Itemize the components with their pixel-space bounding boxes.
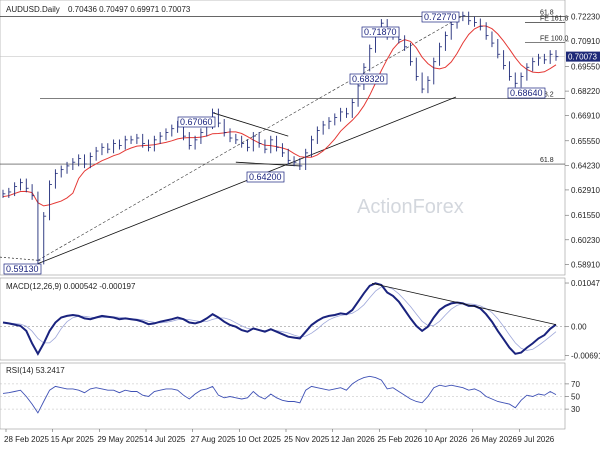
macd-panel-frame	[0, 277, 566, 361]
x-tick-label: 15 Apr 2025	[51, 435, 95, 444]
fib-level-label: FE 161.8	[540, 16, 569, 23]
fib-level-label: FE 100.0	[540, 36, 569, 43]
price-annotation-label: 0.64200	[249, 172, 282, 182]
price-tick-label: 0.68220	[571, 87, 600, 96]
macd-tick-label: 0.00	[571, 323, 587, 332]
x-tick-label: 14 Jul 2025	[144, 435, 186, 444]
price-annotation-box	[507, 87, 546, 99]
x-tick-label: 25 Feb 2026	[377, 435, 422, 444]
x-tick-label: 25 Nov 2025	[284, 435, 330, 444]
macd-trend-line	[371, 282, 557, 326]
price-tick-label: 0.62910	[571, 186, 600, 195]
x-tick-label: 10 Oct 2025	[237, 435, 281, 444]
fib-level-label: 38.2	[540, 92, 554, 99]
trend-lines	[0, 15, 464, 264]
price-tick-label: 0.72230	[571, 12, 600, 21]
rsi-tick-label: 30	[571, 405, 580, 414]
price-tick-label: 0.64230	[571, 161, 600, 170]
macd-line	[2, 282, 557, 356]
last-price-label: 0.70073	[568, 53, 597, 62]
price-tick-label: 0.61550	[571, 211, 600, 220]
rsi-panel-frame	[0, 362, 566, 430]
price-panel-frame	[0, 0, 566, 276]
price-annotation-label: 0.67060	[180, 117, 213, 127]
ohlc-readout: 0.70436 0.70497 0.69971 0.70073	[68, 5, 191, 14]
price-y-axis: 0.72230 0.70910 0.69550 0.68220 0.66910 0.655…	[565, 12, 600, 269]
price-tick-label: 0.65550	[571, 137, 600, 146]
price-annotation-label: 0.72770	[424, 12, 457, 22]
price-annotation-box	[177, 116, 216, 128]
fibonacci-levels: 61.8FE 161.8FE 100.038.261.8	[0, 9, 569, 165]
x-tick-label: 26 May 2026	[471, 435, 518, 444]
macd-series: 0.010477 0.00 -0.006911	[0, 279, 600, 361]
price-annotation-label: 0.68320	[352, 74, 385, 84]
macd-tick-label: 0.010477	[571, 279, 600, 288]
price-series	[2, 11, 559, 265]
triangle-lower-line	[235, 161, 300, 167]
price-tick-label: 0.66910	[571, 111, 600, 120]
x-tick-label: 28 Feb 2025	[4, 435, 49, 444]
x-axis: 28 Feb 2025 15 Apr 2025 29 May 2025 14 Jul …	[4, 429, 555, 444]
x-tick-label: 27 Aug 2025	[191, 435, 236, 444]
last-price-tag	[566, 51, 600, 62]
rsi-tick-label: 50	[571, 393, 580, 402]
price-annotation-box	[361, 26, 400, 38]
x-tick-label: 9 Jul 2026	[517, 435, 554, 444]
x-tick-label: 12 Jan 2026	[331, 435, 376, 444]
triangle-upper-line	[212, 112, 289, 137]
price-annotation-label: 0.71870	[364, 27, 397, 37]
price-annotation-box	[349, 73, 388, 85]
price-annotations: 0.72770 0.71870 0.67060 0.68320 0.68640 0.642…	[3, 11, 546, 275]
macd-tick-label: -0.006911	[571, 352, 600, 361]
moving-average-line	[2, 25, 557, 207]
price-annotation-box	[421, 11, 460, 23]
fib-level-label: 61.8	[540, 9, 554, 16]
left-dashed-line	[0, 256, 38, 261]
price-annotation-box	[3, 263, 42, 275]
symbol-title: AUDUSD.Daily	[6, 5, 60, 14]
watermark: ActionForex	[357, 196, 464, 218]
price-tick-label: 0.60230	[571, 236, 600, 245]
price-annotation-label: 0.68640	[510, 88, 543, 98]
price-tick-label: 0.70910	[571, 37, 600, 46]
rsi-series: 70 50 30	[0, 375, 580, 414]
rsi-tick-label: 70	[571, 380, 580, 389]
macd-title: MACD(12,26,9) 0.000542 -0.000197	[6, 282, 136, 291]
x-tick-label: 29 May 2025	[97, 435, 144, 444]
price-annotation-label: 0.59130	[6, 264, 39, 274]
price-tick-label: 0.69550	[571, 62, 600, 71]
price-tick-label: 0.58910	[571, 260, 600, 269]
x-tick-label: 10 Apr 2026	[424, 435, 468, 444]
fib-level-label: 61.8	[540, 157, 554, 164]
rsi-line	[2, 375, 557, 414]
rsi-title: RSI(14) 53.2417	[6, 366, 65, 375]
price-annotation-box	[246, 171, 285, 183]
